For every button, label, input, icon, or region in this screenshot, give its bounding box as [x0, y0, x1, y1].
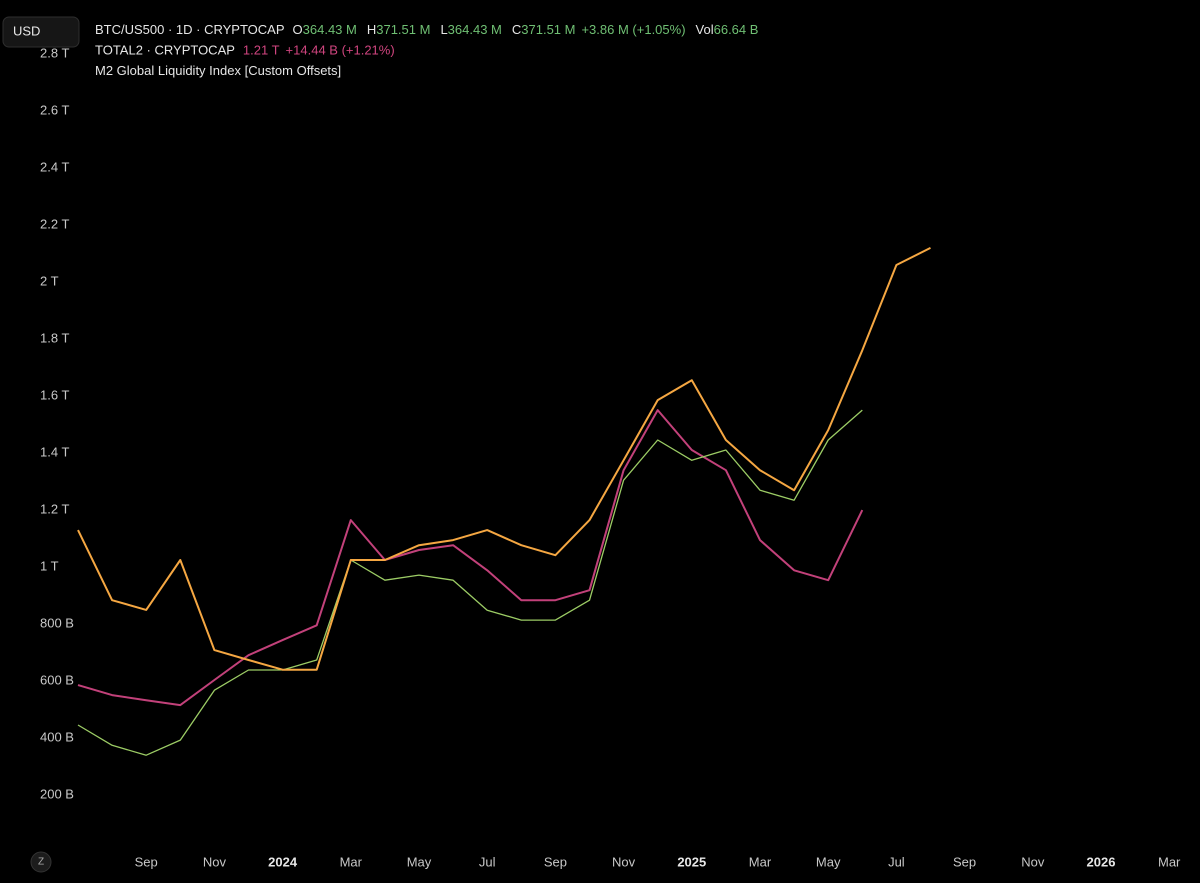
stat-value: 364.43 M	[448, 22, 502, 37]
y-tick-label: 2.8 T	[40, 46, 69, 61]
y-tick-label: 1.6 T	[40, 388, 69, 403]
plot: 200 B 400 B 600 B 800 B 1 T 1.2 T 1.4 T 1.6 T 1.…	[40, 46, 1181, 870]
series-name: M2 Global Liquidity Index [Custom Offset…	[95, 63, 341, 78]
y-tick-label: 2.6 T	[40, 103, 69, 118]
y-tick-label: 1.2 T	[40, 502, 69, 517]
x-tick-label: Jul	[479, 854, 496, 869]
legend: BTC/US500 · 1D · CRYPTOCAP O364.43 M H371.…	[95, 22, 758, 78]
stat-value: 364.43 M	[303, 22, 357, 37]
x-tick-label: Mar	[1158, 854, 1181, 869]
scale-button[interactable]: Z	[30, 851, 52, 873]
x-tick-label: 2024	[268, 854, 298, 869]
x-tick-label: May	[407, 854, 432, 869]
y-tick-label: 2.2 T	[40, 217, 69, 232]
stat-label: Vol	[696, 22, 714, 37]
y-tick-label: 1.4 T	[40, 445, 69, 460]
stat-label: L	[440, 22, 447, 37]
stat-label: O	[293, 22, 303, 37]
stat-value: 371.51 M	[521, 22, 575, 37]
y-tick-label: 1 T	[40, 559, 59, 574]
currency-button[interactable]: USD	[2, 16, 80, 48]
button-bg	[2, 16, 80, 48]
y-tick-label: 600 B	[40, 673, 74, 688]
legend-entry: BTC/US500 · 1D · CRYPTOCAP O364.43 M H371.…	[95, 22, 758, 37]
scale-label: Z	[38, 857, 44, 868]
x-tick-label: Jul	[888, 854, 905, 869]
y-tick-label: 1.8 T	[40, 331, 69, 346]
stat-label: H	[367, 22, 376, 37]
y-tick-label: 400 B	[40, 730, 74, 745]
x-tick-label: Sep	[544, 854, 567, 869]
stat-value: +3.86 M (+1.05%)	[581, 22, 685, 37]
x-tick-label: 2026	[1087, 854, 1116, 869]
stat-label: C	[512, 22, 521, 37]
legend-entry: TOTAL2 · CRYPTOCAP 1.21 T +14.44 B (+1.21%…	[95, 43, 395, 58]
x-tick-label: Nov	[612, 854, 636, 869]
series-line	[77, 409, 864, 707]
stat-value: 66.64 B	[714, 22, 759, 37]
x-tick-label: 2025	[677, 854, 706, 869]
x-tick-label: Nov	[1021, 854, 1045, 869]
y-tick-label: 2 T	[40, 274, 59, 289]
x-tick-label: Mar	[340, 854, 363, 869]
series-name: TOTAL2 · CRYPTOCAP	[95, 43, 235, 58]
stat-value: 1.21 T	[243, 43, 280, 58]
x-tick-label: Nov	[203, 854, 227, 869]
currency-label: USD	[13, 23, 40, 38]
x-tick-label: Sep	[135, 854, 158, 869]
x-tick-label: Sep	[953, 854, 976, 869]
stat-value: 371.51 M	[376, 22, 430, 37]
legend-entry: M2 Global Liquidity Index [Custom Offset…	[95, 63, 341, 78]
button-bg	[30, 851, 52, 873]
series-name: BTC/US500 · 1D · CRYPTOCAP	[95, 22, 285, 37]
series-line	[77, 409, 863, 756]
x-tick-label: May	[816, 854, 841, 869]
y-tick-label: 200 B	[40, 787, 74, 802]
y-tick-label: 2.4 T	[40, 160, 69, 175]
stat-value: +14.44 B (+1.21%)	[286, 43, 395, 58]
y-tick-label: 800 B	[40, 616, 74, 631]
series-line	[77, 247, 931, 671]
x-tick-label: Mar	[749, 854, 772, 869]
